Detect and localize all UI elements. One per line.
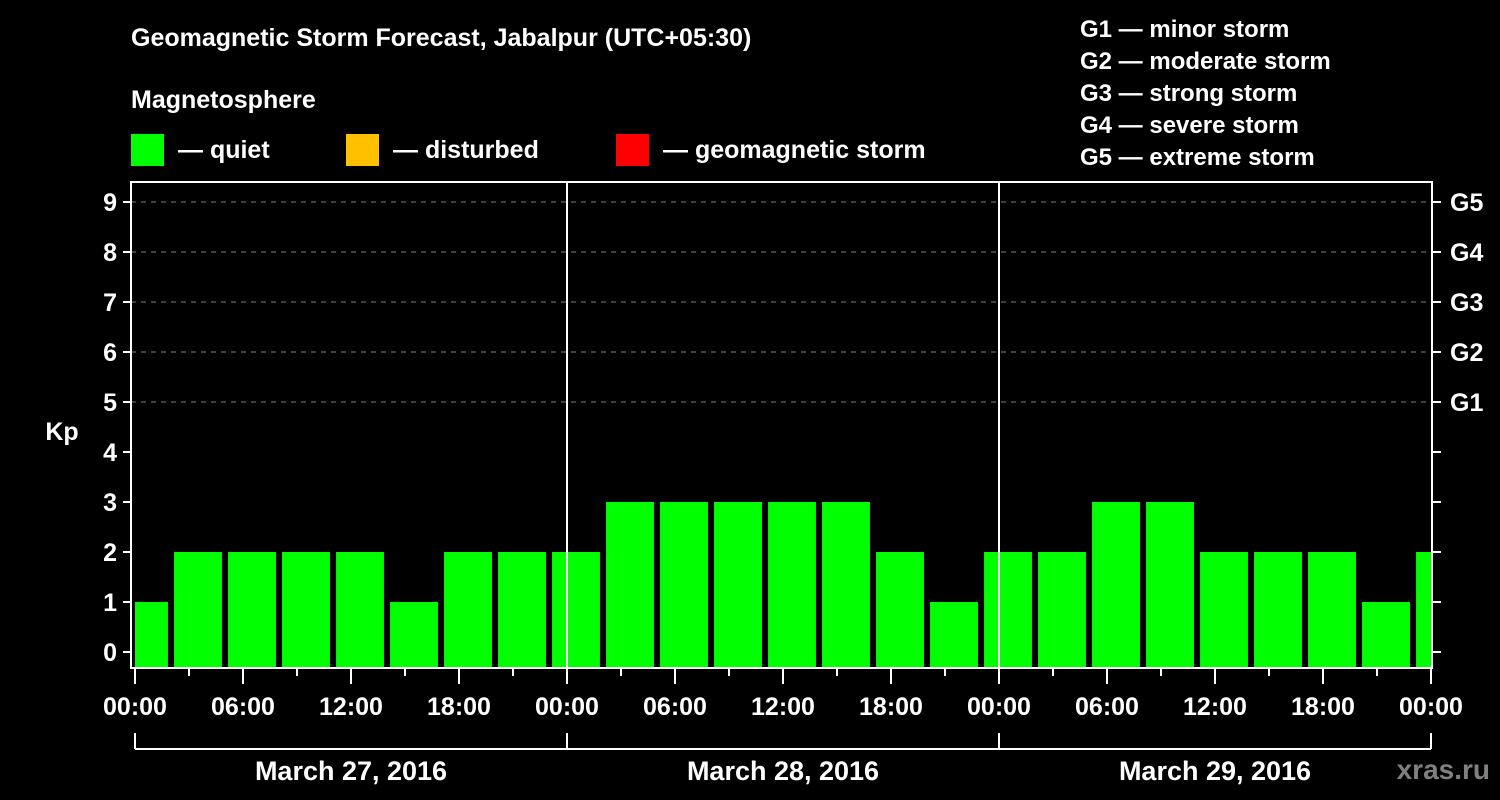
x-axis: 00:00 06:00 12:00 18:00 00:00 06:00 12:00 18:00… [103, 668, 1463, 786]
storm-swatch [616, 134, 649, 166]
kp-bar [876, 552, 924, 667]
g-scale-axis: G1 G2 G3 G4 G5 [1432, 189, 1483, 653]
x-tick-label: 18:00 [427, 693, 491, 721]
y-tick-label: 3 [103, 489, 117, 517]
kp-bar [822, 502, 870, 667]
legend-label-storm: — geomagnetic storm [663, 135, 926, 164]
quiet-swatch [131, 134, 164, 166]
date-label: March 29, 2016 [1119, 756, 1311, 786]
x-tick-label: 00:00 [103, 693, 167, 721]
x-tick-label: 12:00 [1183, 693, 1247, 721]
x-tick-label: 12:00 [319, 693, 383, 721]
y-tick-label: 0 [103, 639, 117, 667]
legend-item-disturbed: — disturbed [346, 134, 539, 166]
storm-scale-g1: G1 — minor storm [1080, 16, 1290, 43]
kp-bar [606, 502, 654, 667]
storm-scale-g4: G4 — severe storm [1080, 112, 1299, 139]
y-tick-label: 6 [103, 339, 117, 367]
kp-bar [135, 602, 168, 667]
storm-scale-g3: G3 — strong storm [1080, 80, 1298, 107]
kp-bar [1416, 552, 1431, 667]
kp-bar [714, 502, 762, 667]
x-tick-label: 18:00 [1291, 693, 1355, 721]
chart-title: Geomagnetic Storm Forecast, Jabalpur (UT… [131, 24, 752, 52]
kp-bar [660, 502, 708, 667]
x-tick-label: 06:00 [1075, 693, 1139, 721]
kp-bar [552, 552, 600, 667]
g-scale-label: G5 [1450, 189, 1483, 217]
g-scale-label: G1 [1450, 389, 1483, 417]
watermark: xras.ru [1396, 754, 1490, 785]
kp-bar [390, 602, 438, 667]
kp-bar [1254, 552, 1302, 667]
kp-bar [930, 602, 978, 667]
g-scale-label: G4 [1450, 239, 1483, 267]
x-tick-label: 06:00 [211, 693, 275, 721]
grid-lines [131, 201, 1432, 403]
y-tick-label: 2 [103, 539, 117, 567]
kp-bar [498, 552, 546, 667]
kp-bar [174, 552, 222, 667]
kp-bar [282, 552, 330, 667]
storm-scale-g5: G5 — extreme storm [1080, 144, 1315, 171]
kp-bar [1092, 502, 1140, 667]
y-axis-label: Kp [45, 418, 78, 446]
date-label: March 28, 2016 [687, 756, 879, 786]
legend-label-disturbed: — disturbed [393, 135, 539, 164]
y-axis: 0 1 2 3 4 5 6 7 8 9 [103, 189, 131, 667]
storm-scale-legend: G1 — minor storm G2 — moderate storm G3 … [1080, 14, 1331, 174]
legend-label-quiet: — quiet [178, 135, 270, 164]
kp-bar [1200, 552, 1248, 667]
disturbed-swatch [346, 134, 379, 166]
plot-border [130, 181, 1433, 669]
y-tick-label: 5 [103, 389, 117, 417]
y-tick-label: 9 [103, 189, 117, 217]
bar-series [135, 502, 1431, 667]
kp-bar [1362, 602, 1410, 667]
legend-item-storm: — geomagnetic storm [616, 134, 926, 166]
kp-bar [444, 552, 492, 667]
x-tick-label: 00:00 [1399, 693, 1463, 721]
date-label: March 27, 2016 [255, 756, 447, 786]
kp-bar [768, 502, 816, 667]
y-tick-label: 7 [103, 289, 117, 317]
g-scale-label: G2 [1450, 339, 1483, 367]
legend-heading: Magnetosphere [131, 86, 316, 114]
g-scale-label: G3 [1450, 289, 1483, 317]
x-tick-label: 00:00 [967, 693, 1031, 721]
kp-bar [984, 552, 1032, 667]
x-tick-label: 00:00 [535, 693, 599, 721]
plot-frame [130, 181, 1433, 669]
legend-item-quiet: — quiet [131, 134, 270, 166]
storm-scale-g2: G2 — moderate storm [1080, 48, 1331, 75]
x-tick-label: 18:00 [859, 693, 923, 721]
x-tick-label: 12:00 [751, 693, 815, 721]
kp-bar [336, 552, 384, 667]
kp-bar [1146, 502, 1194, 667]
kp-bar [1308, 552, 1356, 667]
x-tick-label: 06:00 [643, 693, 707, 721]
kp-bar [1038, 552, 1086, 667]
y-tick-label: 4 [103, 439, 117, 467]
y-tick-label: 1 [103, 589, 117, 617]
kp-bar [228, 552, 276, 667]
y-tick-label: 8 [103, 239, 117, 267]
